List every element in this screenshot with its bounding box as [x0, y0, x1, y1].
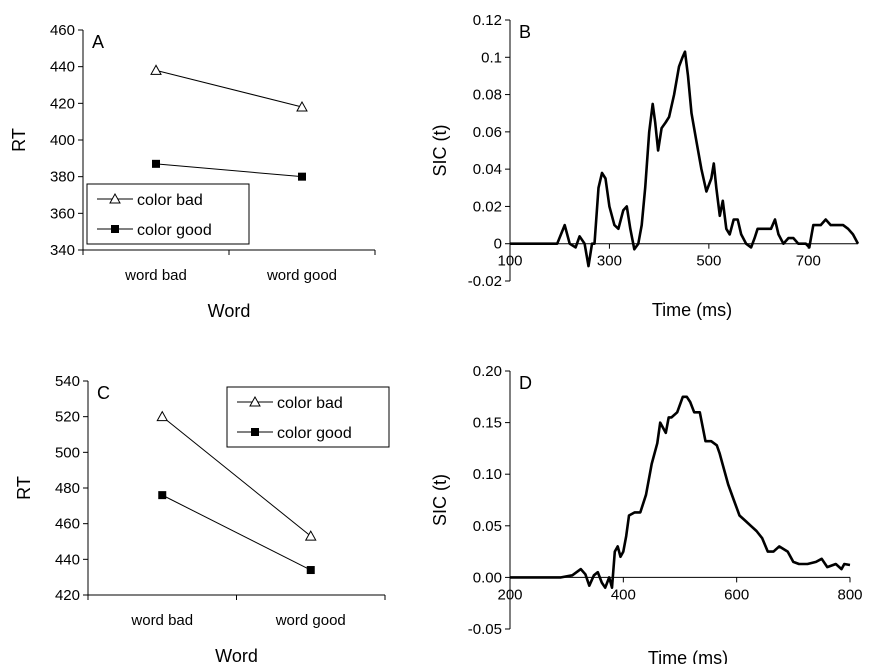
y-tick-label: 400 — [50, 132, 75, 149]
y-tick-label: 0.00 — [473, 569, 502, 586]
legend-label: color bad — [137, 192, 203, 209]
y-tick-label: 0.10 — [473, 466, 502, 483]
x-tick-label: word bad — [124, 267, 187, 284]
y-tick-label: 360 — [50, 205, 75, 222]
x-tick-label: 400 — [611, 586, 636, 603]
y-tick-label: -0.02 — [468, 273, 502, 290]
y-tick-label: 440 — [50, 59, 75, 76]
y-tick-label: 500 — [55, 444, 80, 461]
y-tick-label: 460 — [55, 516, 80, 533]
panel-d: D -0.05 0.00 0.05 0.10 0.15 0.20 200 400 600 800 Ti… — [430, 363, 863, 664]
x-tick-label: word good — [266, 267, 337, 284]
sic-curve — [510, 50, 860, 268]
legend-label: color bad — [277, 395, 343, 412]
y-axis-title: RT — [14, 476, 34, 500]
y-tick-label: 480 — [55, 480, 80, 497]
y-tick-label: 0.06 — [473, 124, 502, 141]
x-axis-title: Word — [208, 301, 251, 321]
y-tick-label: 340 — [50, 242, 75, 259]
panel-a: A 340 360 380 400 420 440 460 word bad word good W… — [9, 22, 376, 321]
y-tick-label: 0.20 — [473, 363, 502, 380]
x-tick-label: 500 — [696, 253, 721, 270]
x-tick-label: word good — [275, 612, 346, 629]
y-tick-label: 0.12 — [473, 12, 502, 29]
legend-label: color good — [277, 425, 352, 442]
x-axis-title: Time (ms) — [648, 648, 728, 664]
y-tick-label: 420 — [50, 95, 75, 112]
y-tick-label: 0.04 — [473, 161, 502, 178]
x-axis-title: Time (ms) — [652, 300, 732, 320]
y-tick-label: 0.05 — [473, 518, 502, 535]
y-tick-label: 460 — [50, 22, 75, 39]
x-tick-label: word bad — [130, 612, 193, 629]
data-point-triangle — [156, 410, 169, 422]
panel-c: C 420 440 460 480 500 520 540 word bad word good W… — [14, 373, 390, 664]
legend-marker-triangle — [249, 395, 261, 407]
legend-marker-square — [111, 225, 119, 233]
x-tick-label: 700 — [796, 253, 821, 270]
y-tick-label: 380 — [50, 169, 75, 186]
series-line — [155, 69, 303, 108]
data-point-square — [298, 172, 306, 181]
data-point-square — [306, 566, 315, 575]
panel-letter: D — [519, 373, 532, 393]
sic-curve — [510, 395, 851, 590]
panel-b: B -0.02 0 0.02 0.04 0.06 0.08 0.1 0.12 100 300 500 7… — [430, 12, 860, 320]
y-axis-title: RT — [9, 128, 29, 152]
series-line — [155, 163, 303, 178]
data-point-square — [152, 159, 160, 168]
x-tick-label: 300 — [597, 253, 622, 270]
y-tick-label: 420 — [55, 587, 80, 604]
legend-box — [226, 386, 390, 448]
legend-marker-triangle — [109, 192, 121, 204]
x-tick-label: 800 — [837, 586, 862, 603]
y-tick-label: 0.1 — [481, 49, 502, 66]
y-tick-label: 520 — [55, 409, 80, 426]
legend: color bad color good — [226, 386, 390, 448]
x-axis-title: Word — [215, 646, 258, 664]
legend: color bad color good — [86, 183, 250, 245]
x-tick-label: 600 — [724, 586, 749, 603]
panel-letter: C — [97, 383, 110, 403]
series-line — [161, 416, 312, 537]
y-tick-label: 540 — [55, 373, 80, 390]
legend-box — [86, 183, 250, 245]
y-tick-label: 0 — [494, 236, 502, 253]
data-point-square — [158, 491, 167, 500]
x-tick-label: 200 — [497, 586, 522, 603]
y-tick-label: 0.02 — [473, 198, 502, 215]
legend-label: color good — [137, 222, 212, 239]
panel-letter: B — [519, 22, 531, 42]
data-point-triangle — [304, 530, 317, 541]
y-tick-label: 440 — [55, 551, 80, 568]
data-point-triangle — [296, 100, 308, 112]
y-axis-title: SIC (t) — [430, 125, 450, 177]
series-line — [162, 494, 311, 571]
data-point-triangle — [150, 64, 162, 75]
y-tick-label: -0.05 — [468, 621, 502, 638]
x-tick-label: 100 — [497, 253, 522, 270]
panel-letter: A — [92, 32, 104, 52]
legend-marker-square — [251, 428, 259, 436]
y-tick-label: 0.15 — [473, 415, 502, 432]
y-tick-label: 0.08 — [473, 87, 502, 104]
y-axis-title: SIC (t) — [430, 474, 450, 526]
